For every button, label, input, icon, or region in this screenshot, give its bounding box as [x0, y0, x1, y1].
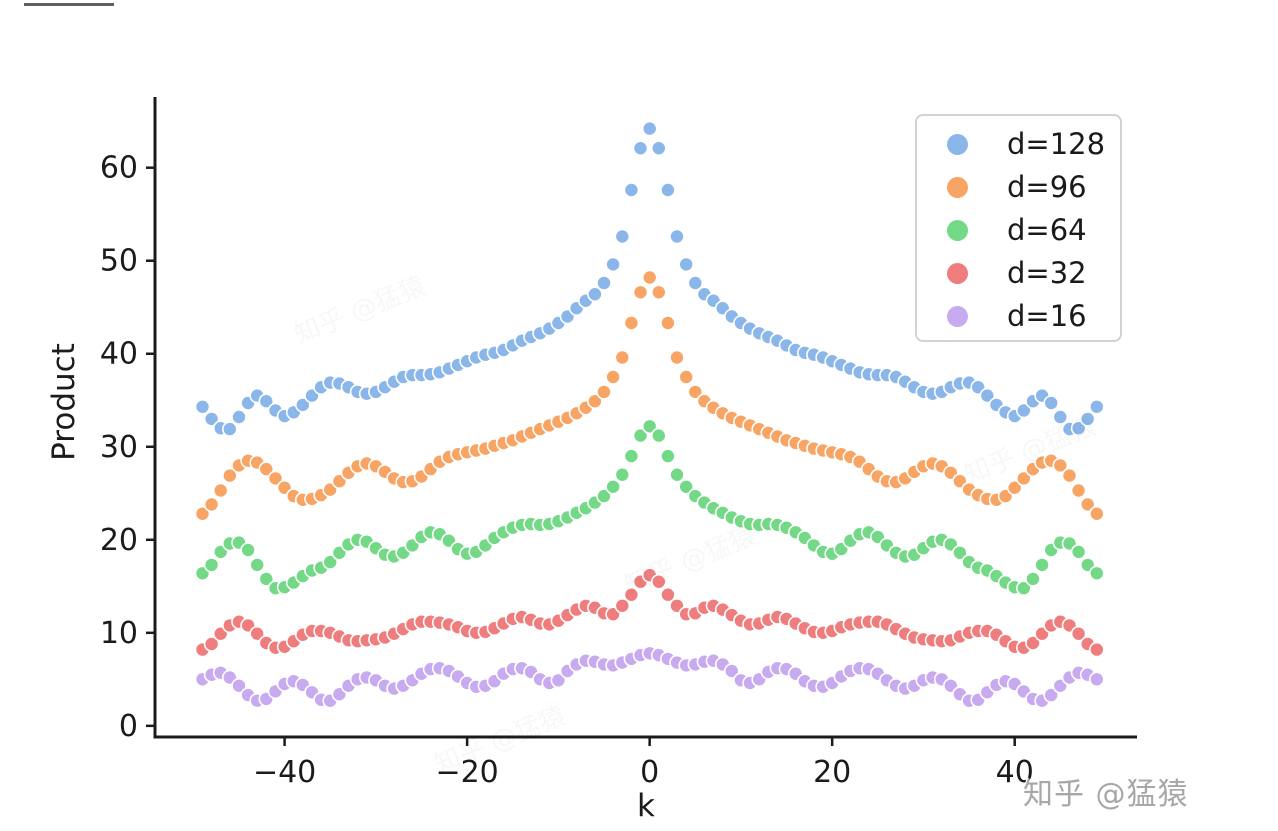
legend-entry-d32: d=32 — [917, 252, 1120, 295]
scatter-series-d=32 — [194, 567, 1105, 658]
legend-label: d=96 — [1007, 170, 1087, 204]
top-left-rule — [24, 3, 114, 6]
y-tick-label: 60 — [100, 151, 138, 186]
legend-label: d=128 — [1007, 127, 1106, 161]
legend-marker-dot — [947, 134, 968, 155]
legend-entry-d64: d=64 — [917, 209, 1120, 252]
scatter-series-d=64 — [194, 418, 1105, 597]
legend-marker-dot — [947, 220, 968, 241]
y-tick-label: 40 — [100, 337, 138, 372]
y-tick-label: 50 — [100, 244, 138, 279]
scatter-series-d=96 — [194, 269, 1105, 522]
y-tick-label: 10 — [100, 616, 138, 651]
legend-marker-dot — [947, 306, 968, 327]
legend-entry-d128: d=128 — [917, 123, 1120, 166]
x-tick-label: −40 — [253, 755, 316, 790]
x-axis-label: k — [637, 788, 655, 824]
x-tick-label: −20 — [435, 755, 498, 790]
author-watermark: 知乎 @猛猿 — [1023, 777, 1189, 812]
legend-entry-d96: d=96 — [917, 166, 1120, 209]
legend-entry-d16: d=16 — [917, 295, 1120, 338]
x-tick-label: 40 — [996, 755, 1034, 790]
legend-marker-dot — [947, 177, 968, 198]
y-tick-label: 0 — [119, 709, 138, 744]
legend-marker-dot — [947, 263, 968, 284]
y-tick-label: 20 — [100, 523, 138, 558]
scatter-series-d=128 — [194, 120, 1105, 437]
legend-label: d=64 — [1007, 213, 1087, 247]
y-tick-label: 30 — [100, 430, 138, 465]
y-axis-label: Product — [46, 343, 82, 461]
legend-label: d=32 — [1007, 256, 1087, 290]
legend: d=128 d=96 d=64 d=32 d=16 — [915, 114, 1122, 342]
x-tick-label: 0 — [640, 755, 659, 790]
legend-label: d=16 — [1007, 299, 1087, 333]
scatter-series-d=16 — [194, 645, 1105, 709]
x-tick-label: 20 — [813, 755, 851, 790]
